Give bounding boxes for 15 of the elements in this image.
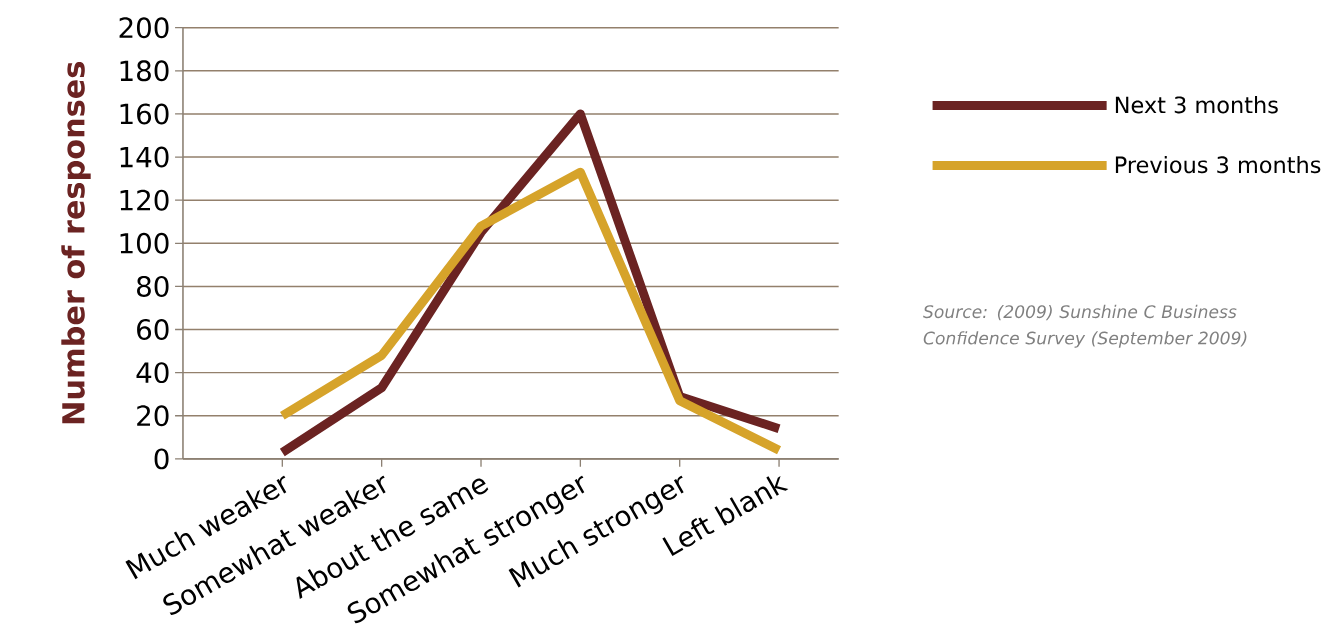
text: Next 3 months <box>1115 96 1278 114</box>
y-tick-label: 60 <box>137 319 169 341</box>
y-tick-label: 200 <box>119 17 169 39</box>
y-axis-title: Number of responses <box>61 62 91 424</box>
y-tick-label: 160 <box>120 103 169 125</box>
y-tick-label: 180 <box>120 60 169 82</box>
y-tick-label: 20 <box>137 405 169 427</box>
y-tick-label: 80 <box>137 276 169 298</box>
y-tick-label: 120 <box>120 189 169 211</box>
y-tick-label: 100 <box>120 233 169 254</box>
text: Previous 3 months <box>1115 156 1321 174</box>
source-note: Source: (2009) Sunshine C Business Confidence Survey (September 2009) <box>923 305 1247 349</box>
y-tick-label: 140 <box>120 146 169 168</box>
y-tick-label: 0 <box>154 448 169 470</box>
y-tick-label: 40 <box>136 362 169 384</box>
